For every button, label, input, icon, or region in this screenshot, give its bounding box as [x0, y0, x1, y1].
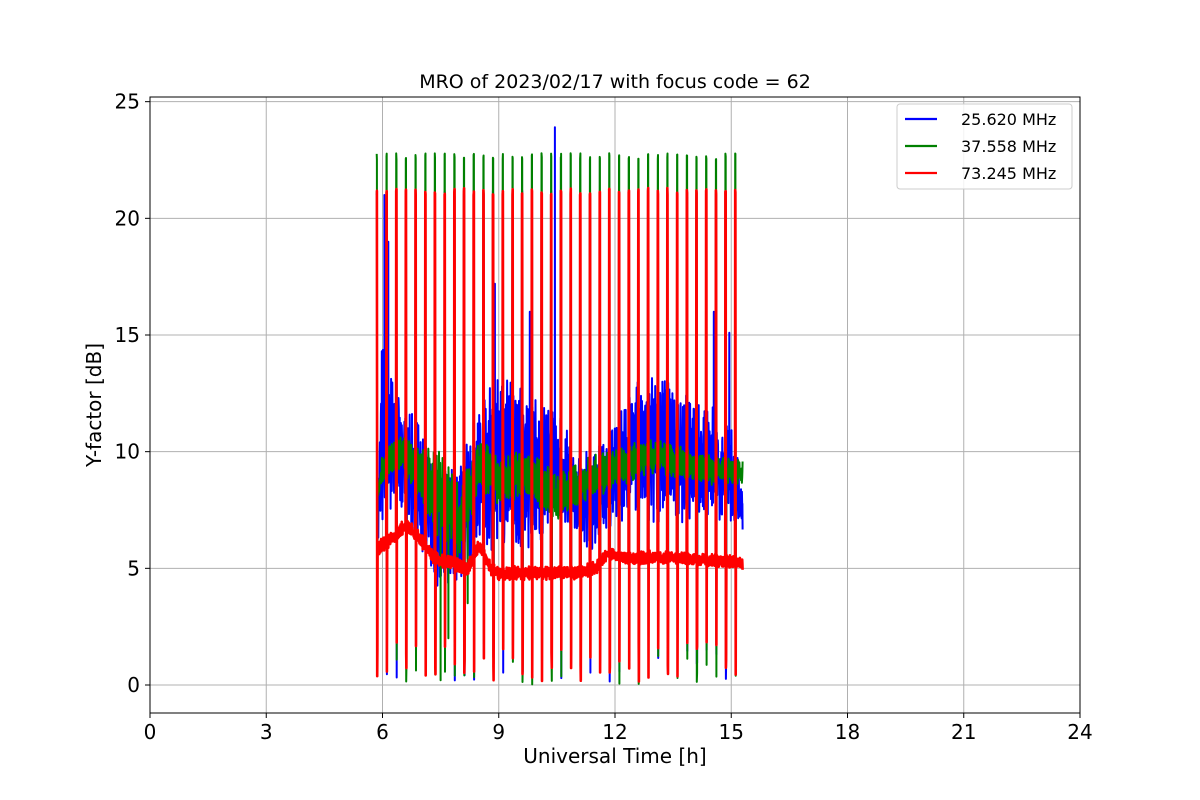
series-line-0: [375, 126, 744, 683]
y-axis: 0 5 10 15 20 25: [115, 90, 150, 697]
y-tick-label: 0: [127, 673, 140, 697]
y-tick-label: 10: [115, 440, 140, 464]
y-tick-label: 25: [115, 90, 140, 114]
series-line-2: [375, 186, 744, 683]
x-tick-label: 3: [260, 720, 273, 744]
y-tick-label: 20: [115, 206, 140, 230]
y-tick-label: 5: [127, 556, 140, 580]
legend-box: [896, 103, 1073, 190]
legend-entry-label: 37.558 MHz: [961, 137, 1056, 156]
legend-entry-label: 73.245 MHz: [961, 164, 1056, 183]
chart-title: MRO of 2023/02/17 with focus code = 62: [419, 71, 811, 93]
x-tick-label: 12: [602, 720, 627, 744]
x-axis: 0 3 6 9 12 15 18 21 24: [144, 713, 1093, 744]
legend: 25.620 MHz 37.558 MHz 73.245 MHz: [896, 103, 1073, 190]
grid-lines: [149, 97, 1081, 713]
x-tick-label: 24: [1067, 720, 1092, 744]
series-line-1: [375, 152, 744, 686]
x-tick-label: 18: [835, 720, 860, 744]
y-tick-label: 15: [115, 323, 140, 347]
y-axis-label: Y-factor [dB]: [82, 343, 106, 468]
x-tick-label: 21: [951, 720, 976, 744]
legend-entry-label: 25.620 MHz: [961, 110, 1056, 129]
x-axis-label: Universal Time [h]: [523, 744, 706, 768]
x-tick-label: 15: [719, 720, 744, 744]
x-tick-label: 0: [144, 720, 157, 744]
x-tick-label: 9: [492, 720, 505, 744]
plot-area: [375, 126, 744, 686]
x-tick-label: 6: [376, 720, 389, 744]
